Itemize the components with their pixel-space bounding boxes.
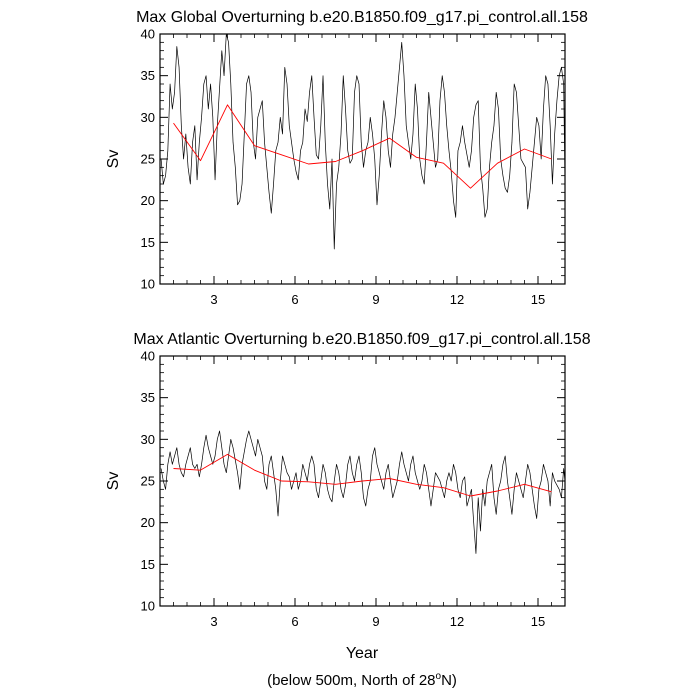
global-x-tick-label: 6 bbox=[291, 292, 298, 307]
global-y-tick-label: 25 bbox=[141, 152, 155, 167]
atlantic-y-tick-label: 15 bbox=[141, 557, 155, 572]
global-series-annual bbox=[173, 104, 552, 189]
footnote-pre: (below 500m, North of 28 bbox=[267, 672, 435, 689]
footnote: (below 500m, North of 28oN) bbox=[267, 671, 457, 689]
atlantic-x-tick-label: 9 bbox=[372, 614, 379, 629]
global-x-tick-label: 9 bbox=[372, 292, 379, 307]
global-x-tick-label: 3 bbox=[210, 292, 217, 307]
atlantic-y-tick-label: 25 bbox=[141, 474, 155, 489]
atlantic-x-tick-label: 15 bbox=[531, 614, 545, 629]
global-y-tick-label: 10 bbox=[141, 277, 155, 292]
atlantic-y-axis-label: Sv bbox=[105, 472, 122, 491]
atlantic-x-tick-label: 6 bbox=[291, 614, 298, 629]
global-overturning-panel: Max Global Overturning b.e20.B1850.f09_g… bbox=[105, 9, 588, 307]
atlantic-chart-title: Max Atlantic Overturning b.e20.B1850.f09… bbox=[133, 331, 590, 348]
x-axis-label: Year bbox=[346, 645, 379, 662]
footnote-post: N) bbox=[441, 672, 457, 689]
global-x-tick-label: 12 bbox=[450, 292, 464, 307]
global-plot-frame bbox=[159, 33, 566, 285]
degree-symbol: o bbox=[436, 671, 442, 682]
global-y-tick-label: 15 bbox=[141, 235, 155, 250]
global-marks: 10 15 20 25 30 35 40 3 6 9 12 15 bbox=[141, 27, 566, 307]
global-x-tick-label: 15 bbox=[531, 292, 545, 307]
atlantic-y-tick-label: 20 bbox=[141, 515, 155, 530]
atlantic-marks: 10 15 20 25 30 35 40 3 6 9 12 15 bbox=[141, 349, 566, 629]
global-y-tick-label: 20 bbox=[141, 193, 155, 208]
atlantic-x-tick-label: 12 bbox=[450, 614, 464, 629]
atlantic-series-monthly bbox=[160, 430, 566, 554]
atlantic-y-tick-label: 35 bbox=[141, 390, 155, 405]
global-y-tick-label: 35 bbox=[141, 68, 155, 83]
global-chart-title: Max Global Overturning b.e20.B1850.f09_g… bbox=[136, 9, 588, 26]
atlantic-x-tick-label: 3 bbox=[210, 614, 217, 629]
atlantic-y-tick-label: 40 bbox=[141, 349, 155, 364]
atlantic-plot-frame bbox=[159, 355, 566, 607]
global-y-tick-label: 30 bbox=[141, 110, 155, 125]
atlantic-y-tick-label: 30 bbox=[141, 432, 155, 447]
global-y-axis-label: Sv bbox=[105, 150, 122, 169]
atlantic-overturning-panel: Max Atlantic Overturning b.e20.B1850.f09… bbox=[105, 331, 591, 662]
atlantic-series-annual bbox=[173, 453, 552, 497]
atlantic-y-tick-label: 10 bbox=[141, 599, 155, 614]
global-series-monthly bbox=[160, 33, 566, 250]
global-y-tick-label: 40 bbox=[141, 27, 155, 42]
